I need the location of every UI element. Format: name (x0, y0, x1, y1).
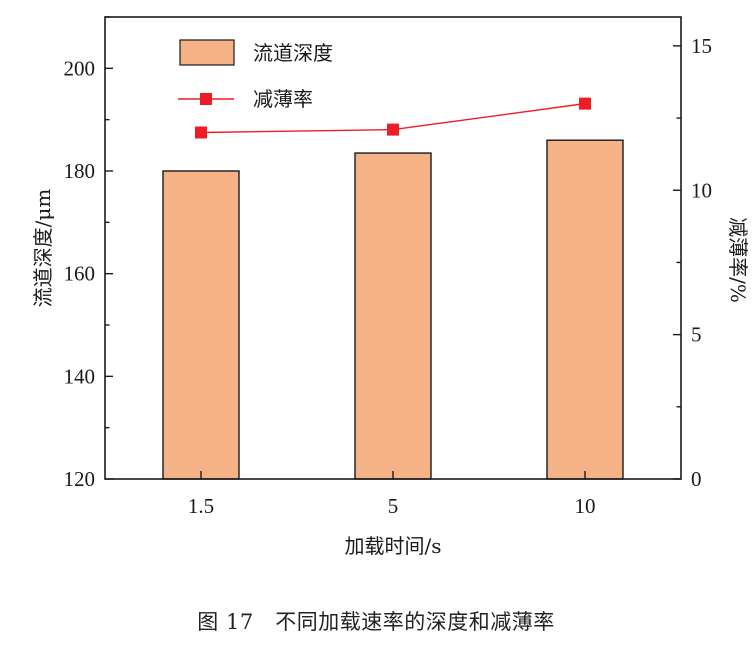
right-y-axis: 0 5 10 15 (673, 34, 712, 491)
line-point (195, 126, 207, 139)
figure-caption: 图 17 不同加载速率的深度和减薄率 (197, 610, 555, 634)
y2-tick-label: 0 (691, 467, 702, 491)
legend-bar-swatch (179, 39, 235, 66)
bar (162, 170, 240, 480)
legend-line-marker (200, 93, 212, 105)
bar (354, 152, 432, 480)
line-series (195, 97, 591, 139)
y-tick-label: 120 (64, 467, 96, 491)
x-tick-label: 5 (388, 494, 399, 518)
legend: 流道深度 减薄率 (178, 39, 333, 111)
y2-tick-label: 5 (691, 323, 702, 347)
line-point (579, 97, 591, 110)
y2-axis-title: 减薄率/% (726, 217, 750, 303)
line-point (387, 123, 399, 136)
y-tick-label: 180 (64, 159, 96, 183)
y2-tick-label: 10 (691, 178, 712, 202)
y-tick-label: 140 (64, 364, 96, 388)
y-axis-title: 流道深度/μm (31, 189, 55, 308)
legend-line-label: 减薄率 (253, 87, 313, 111)
chart: 120 140 160 180 200 0 5 10 15 1.5 5 10 加载时间/s 流道深… (31, 16, 750, 558)
x-tick-label: 1.5 (188, 494, 214, 518)
left-y-axis: 120 140 160 180 200 (64, 16, 113, 491)
x-tick-label: 10 (575, 494, 596, 518)
y2-tick-label: 15 (691, 34, 712, 58)
y-tick-label: 200 (64, 56, 96, 80)
y-tick-label: 160 (64, 262, 96, 286)
x-axis-title: 加载时间/s (344, 534, 441, 558)
bar (546, 139, 624, 480)
x-axis: 1.5 5 10 (188, 471, 596, 518)
legend-bar-label: 流道深度 (253, 41, 333, 65)
bars (162, 139, 624, 480)
